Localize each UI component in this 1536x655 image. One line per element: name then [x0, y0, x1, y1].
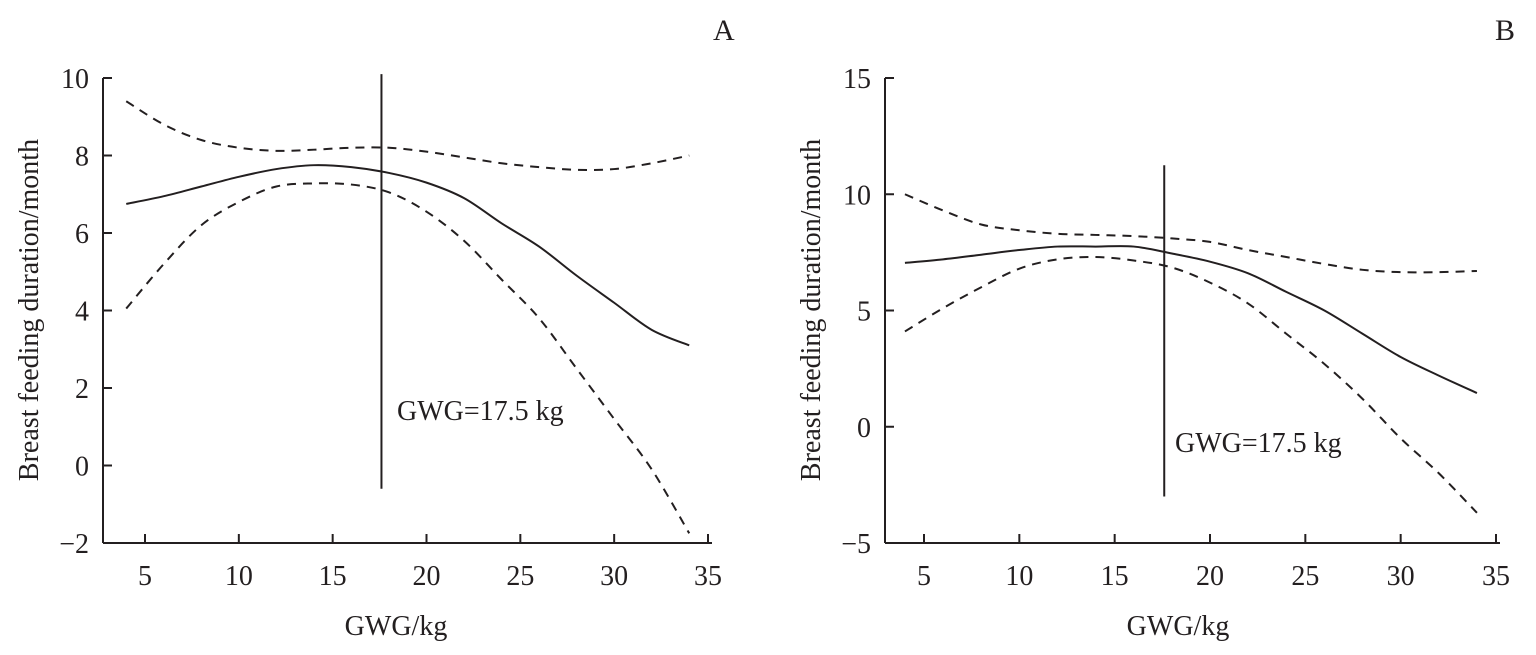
panel-a: A Breast feeding duration/month GWG/kg G… [14, 14, 735, 642]
series-upper-95-ci [125, 100, 690, 172]
x-tick-label: 35 [1482, 561, 1510, 592]
y-tick-label: −5 [841, 529, 871, 560]
annotation-label: GWG=17.5 kg [1175, 428, 1342, 459]
y-tick-label: 8 [75, 142, 89, 173]
x-tick-label: 15 [1101, 561, 1129, 592]
x-tick-label: 20 [1196, 561, 1224, 592]
series-estimate [126, 164, 690, 347]
x-tick-label: 30 [1387, 561, 1415, 592]
x-tick-label: 15 [319, 561, 347, 592]
y-tick-label: 6 [75, 219, 89, 250]
panel-label: A [713, 14, 735, 47]
x-tick-label: 5 [138, 561, 152, 592]
x-tick-label: 10 [1005, 561, 1033, 592]
panel-label: B [1495, 14, 1515, 47]
x-tick-label: 10 [225, 561, 253, 592]
y-tick-label: 0 [857, 413, 871, 444]
x-axis-label: GWG/kg [1127, 611, 1230, 642]
series-lower-95-ci [125, 182, 691, 534]
y-tick-label: 4 [75, 297, 89, 328]
x-tick-label: 20 [413, 561, 441, 592]
series-lower-95-ci [904, 255, 1478, 514]
y-tick-label: 10 [61, 64, 89, 95]
y-axis-label: Breast feeding duration/month [14, 139, 45, 481]
series-estimate [904, 245, 1478, 394]
y-tick-label: 0 [75, 452, 89, 483]
y-tick-label: 10 [843, 180, 871, 211]
y-axis-label: Breast feeding duration/month [796, 139, 827, 481]
x-tick-label: 35 [694, 561, 722, 592]
annotation-label: GWG=17.5 kg [397, 396, 564, 427]
y-tick-label: 2 [75, 374, 89, 405]
panel-b: B Breast feeding duration/month GWG/kg G… [796, 14, 1515, 642]
x-tick-label: 25 [506, 561, 534, 592]
y-tick-label: 15 [843, 64, 871, 95]
series-upper-95-ci [904, 193, 1477, 274]
y-tick-label: 5 [857, 297, 871, 328]
x-axis-label: GWG/kg [345, 611, 448, 642]
y-tick-label: −2 [59, 529, 89, 560]
x-tick-label: 25 [1291, 561, 1319, 592]
x-tick-label: 30 [600, 561, 628, 592]
x-tick-label: 5 [917, 561, 931, 592]
